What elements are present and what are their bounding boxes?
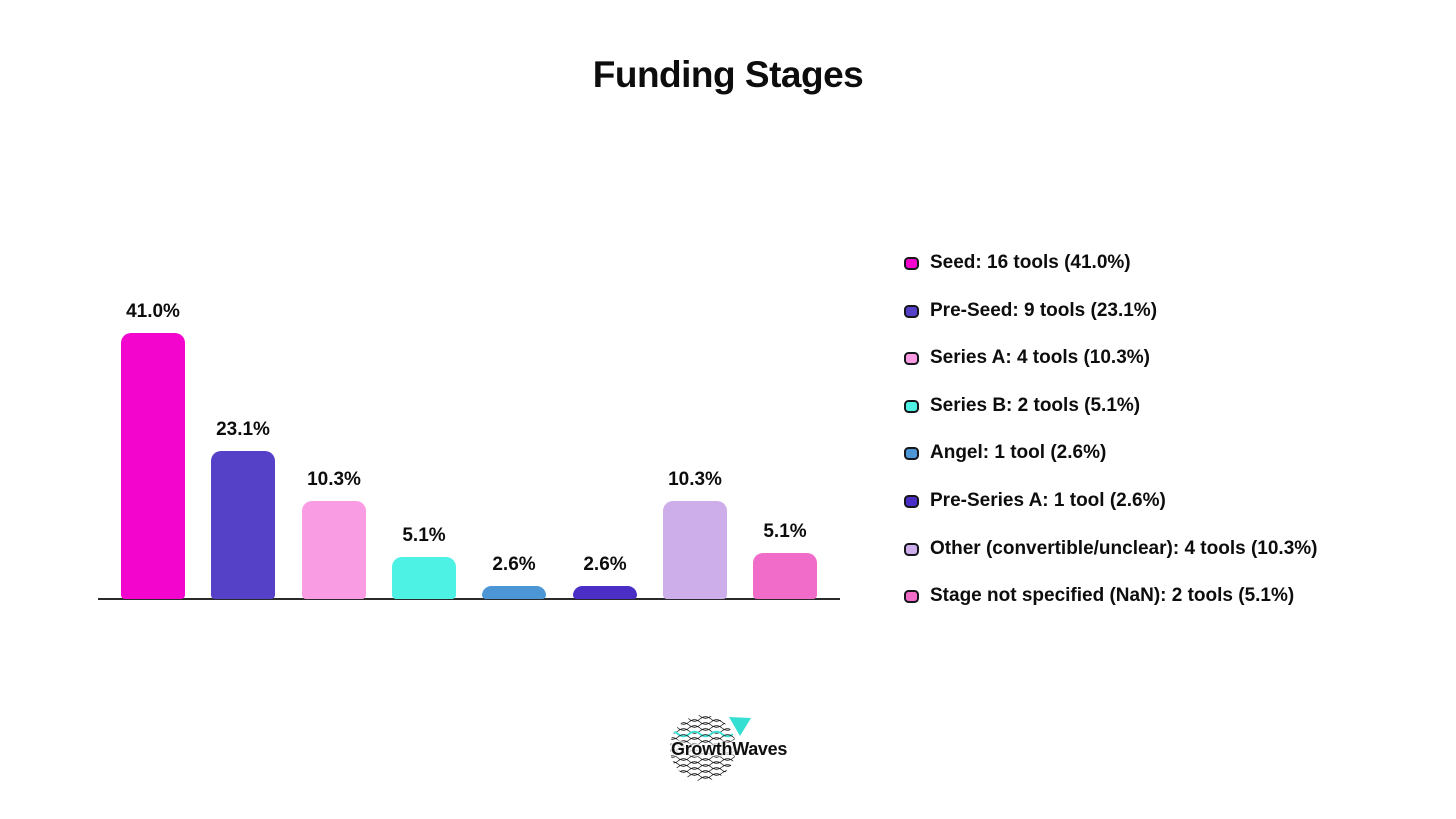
legend-item-series-a: Series A: 4 tools (10.3%) (904, 345, 1150, 371)
legend-color-marker-icon (904, 351, 919, 365)
bar-value-label-pre-seed: 23.1% (216, 419, 270, 440)
legend-item-other-convertible-unclear: Other (convertible/unclear): 4 tools (10… (904, 536, 1317, 562)
x-axis-line (98, 598, 840, 600)
bar-pre-series-a (573, 586, 637, 599)
legend-item-seed: Seed: 16 tools (41.0%) (904, 250, 1131, 276)
legend-color-marker-icon (904, 399, 919, 413)
logo-wave-circle-icon (670, 715, 751, 781)
growthwaves-logo: GrowthWaves (663, 707, 823, 792)
logo-triangle-icon (729, 717, 751, 736)
bar-series-b (392, 557, 456, 599)
legend-item-label: Pre-Series A: 1 tool (2.6%) (930, 490, 1166, 511)
bar-value-label-series-b: 5.1% (402, 525, 446, 546)
legend-color-marker-icon (904, 446, 919, 460)
chart-title: Funding Stages (592, 54, 864, 95)
legend-item-stage-not-specified-nan: Stage not specified (NaN): 2 tools (5.1%… (904, 583, 1294, 609)
legend-item-angel: Angel: 1 tool (2.6%) (904, 440, 1106, 466)
bar-stage-not-specified-nan (753, 553, 817, 599)
legend-color-marker-icon (904, 256, 919, 270)
logo-text: GrowthWaves (671, 739, 788, 759)
legend-color-marker-icon (904, 494, 919, 508)
legend-item-label: Other (convertible/unclear): 4 tools (10… (930, 538, 1318, 559)
bar-value-label-other-convertible-unclear: 10.3% (668, 469, 722, 490)
bar-angel (482, 586, 546, 599)
bar-value-label-series-a: 10.3% (307, 469, 361, 490)
legend-item-pre-series-a: Pre-Series A: 1 tool (2.6%) (904, 488, 1166, 514)
bar-series-a (302, 501, 366, 599)
legend-item-label: Stage not specified (NaN): 2 tools (5.1%… (930, 585, 1295, 606)
bar-pre-seed (211, 451, 275, 599)
bar-value-label-seed: 41.0% (126, 301, 180, 322)
legend-color-marker-icon (904, 589, 919, 603)
bar-value-label-angel: 2.6% (492, 554, 536, 575)
bar-value-label-pre-series-a: 2.6% (583, 554, 627, 575)
legend-item-label: Seed: 16 tools (41.0%) (930, 252, 1131, 273)
legend-item-pre-seed: Pre-Seed: 9 tools (23.1%) (904, 298, 1157, 324)
legend-item-label: Series A: 4 tools (10.3%) (930, 347, 1150, 368)
bar-other-convertible-unclear (663, 501, 727, 599)
legend-color-marker-icon (904, 304, 919, 318)
legend-item-series-b: Series B: 2 tools (5.1%) (904, 393, 1140, 419)
bar-value-label-stage-not-specified-nan: 5.1% (763, 521, 807, 542)
bar-seed (121, 333, 185, 599)
legend-color-marker-icon (904, 542, 919, 556)
legend-item-label: Series B: 2 tools (5.1%) (930, 395, 1141, 416)
legend-item-label: Angel: 1 tool (2.6%) (930, 442, 1107, 463)
legend-item-label: Pre-Seed: 9 tools (23.1%) (930, 300, 1158, 321)
